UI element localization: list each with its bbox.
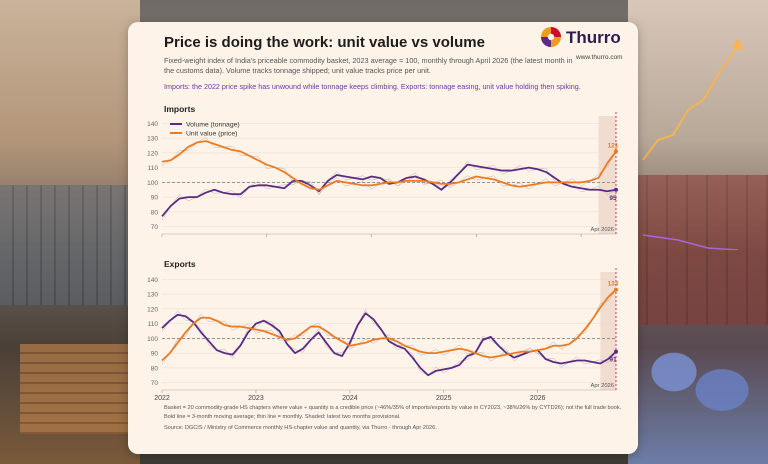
exports-y-tick-label: 70 [151, 380, 159, 387]
background-growth-arrow-icon [642, 38, 744, 250]
exports-x-tick-label: 2026 [530, 395, 546, 402]
imports-latest-month-label: Apr 2026 [590, 227, 614, 233]
imports-y-tick-label: 120 [147, 150, 158, 157]
page-title: Price is doing the work: unit value vs v… [164, 34, 485, 51]
exports-x-tick-label: 2024 [342, 395, 358, 402]
imports-series-1-monthly-line [161, 137, 617, 194]
imports-y-tick-label: 100 [147, 180, 158, 187]
brand-url: www.thurro.com [576, 54, 623, 61]
exports-y-tick-label: 130 [147, 292, 158, 299]
page-subtitle: Fixed-weight index of India's priceable … [164, 56, 573, 75]
footnote-legend: Bold line = 3-month moving average; thin… [164, 414, 401, 420]
exports-y-tick-label: 100 [147, 336, 158, 343]
exports-series-0-end-point [614, 349, 618, 354]
footnote-basket: Basket = 20 commodity-grade HS chapters … [164, 405, 622, 411]
imports-y-tick-label: 70 [151, 224, 159, 231]
exports-series-1-line [161, 289, 617, 362]
imports-y-tick-label: 80 [151, 209, 159, 216]
background-containers-left [0, 185, 140, 305]
footnote-source: Source: DGCIS / Ministry of Commerce mon… [164, 425, 437, 431]
exports-y-tick-label: 80 [151, 365, 159, 372]
imports-series-0-end-label: 95 [609, 195, 617, 202]
imports-y-tick-label: 110 [148, 165, 159, 172]
exports-series-0-end-label: 91 [609, 357, 617, 364]
background-wood-planks [20, 344, 140, 434]
exports-y-tick-label: 90 [151, 351, 159, 358]
imports-y-tick-label: 90 [151, 195, 159, 202]
exports-series-0-monthly-line [161, 309, 617, 376]
exports-y-tick-label: 140 [147, 277, 158, 284]
imports-series-1-end-label: 121 [608, 142, 619, 149]
brand-name: Thurro [566, 28, 621, 47]
exports-y-tick-label: 120 [147, 306, 158, 313]
exports-series-1-monthly-line [161, 289, 617, 365]
imports-panel-title: Imports [164, 104, 196, 114]
exports-series-1-end-point [614, 287, 618, 292]
imports-legend-label: Unit value (price) [186, 131, 237, 138]
chart-card [128, 22, 638, 454]
exports-panel-title: Exports [164, 259, 196, 269]
exports-y-tick-label: 110 [148, 321, 159, 328]
imports-legend-label: Volume (tonnage) [186, 122, 240, 129]
imports-series-1-line [161, 140, 617, 191]
exports-x-tick-label: 2023 [248, 395, 264, 402]
imports-series-1-end-point [614, 149, 618, 154]
imports-series-0-line [161, 163, 617, 217]
key-takeaway-note: Imports: the 2022 price spike has unwoun… [164, 82, 581, 91]
exports-x-tick-label: 2022 [154, 395, 170, 402]
exports-series-0-line [161, 312, 617, 377]
exports-series-1-end-label: 133 [608, 281, 619, 288]
background-containers-right [628, 175, 768, 325]
imports-provisional-shade [598, 116, 616, 234]
imports-y-tick-label: 130 [147, 136, 158, 143]
background-barrels [638, 324, 758, 444]
imports-y-tick-label: 140 [147, 121, 158, 128]
exports-x-tick-label: 2025 [436, 395, 452, 402]
thurro-logo-icon [541, 27, 561, 47]
exports-latest-month-label: Apr 2026 [590, 383, 614, 389]
imports-series-0-monthly-line [161, 160, 617, 221]
imports-series-0-end-point [614, 187, 618, 192]
exports-provisional-shade [600, 272, 616, 390]
brand-logo: Thurro www.thurro.com [540, 24, 630, 64]
